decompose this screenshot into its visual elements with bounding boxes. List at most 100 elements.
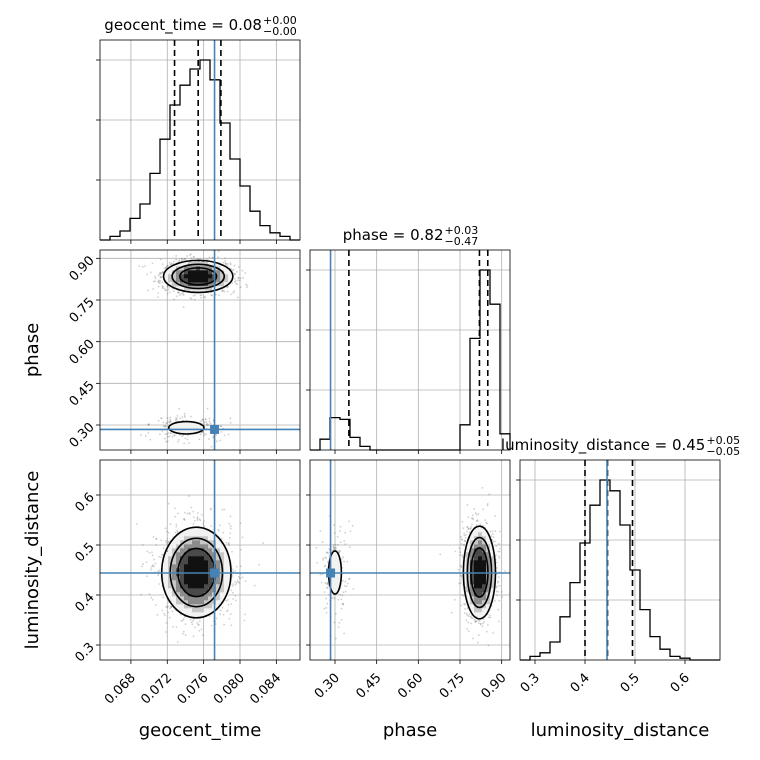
density-cell bbox=[196, 592, 201, 597]
sample-point bbox=[340, 607, 343, 610]
sample-point bbox=[173, 260, 175, 263]
sample-point bbox=[460, 574, 462, 577]
sample-point bbox=[322, 559, 325, 561]
density-cell bbox=[192, 596, 197, 601]
sample-point bbox=[198, 629, 201, 632]
sample-point bbox=[203, 525, 206, 528]
sample-point bbox=[224, 259, 227, 262]
density-cell bbox=[168, 580, 173, 585]
sample-point bbox=[151, 598, 154, 601]
axes-frame bbox=[309, 249, 511, 451]
sample-point bbox=[190, 297, 193, 300]
density-cell bbox=[334, 568, 339, 573]
density-cell bbox=[216, 556, 221, 561]
sample-point bbox=[473, 508, 476, 510]
sample-point bbox=[236, 579, 239, 582]
sample-point bbox=[167, 611, 170, 614]
sample-point bbox=[192, 516, 195, 519]
sample-point bbox=[220, 537, 223, 540]
x-tick-label: 0.6 bbox=[668, 671, 693, 696]
sample-point bbox=[167, 432, 170, 434]
sample-point bbox=[193, 255, 195, 258]
sample-point bbox=[321, 557, 324, 560]
density-cell bbox=[228, 572, 233, 577]
density-cell bbox=[180, 568, 185, 573]
density-cell bbox=[482, 548, 487, 553]
sample-point bbox=[201, 513, 203, 516]
sample-point bbox=[461, 538, 463, 541]
density-cell bbox=[482, 560, 487, 565]
density-cell bbox=[164, 552, 169, 557]
density-cell bbox=[470, 572, 475, 577]
density-cell bbox=[176, 422, 181, 427]
sample-point bbox=[176, 529, 179, 532]
density-cell bbox=[200, 564, 205, 569]
density-cell bbox=[192, 552, 197, 557]
density-cell bbox=[164, 576, 169, 581]
density-cell bbox=[184, 592, 189, 597]
density-cell bbox=[176, 430, 181, 435]
density-cell bbox=[478, 564, 483, 569]
sample-point bbox=[147, 423, 150, 426]
density-cell bbox=[482, 536, 487, 541]
sample-point bbox=[335, 546, 337, 549]
sample-point bbox=[325, 607, 328, 609]
density-cell bbox=[224, 572, 229, 577]
density-cell bbox=[334, 576, 339, 581]
sample-point bbox=[203, 295, 206, 298]
density-cell bbox=[208, 604, 213, 609]
sample-point bbox=[150, 271, 152, 274]
sample-point bbox=[175, 295, 178, 298]
sample-point bbox=[237, 575, 240, 578]
density-cell bbox=[184, 556, 189, 561]
sample-point bbox=[492, 536, 495, 539]
sample-point bbox=[192, 522, 195, 525]
sample-point bbox=[234, 583, 237, 586]
density-cell bbox=[208, 282, 213, 287]
sample-point bbox=[178, 407, 180, 410]
density-cell bbox=[188, 528, 193, 533]
density-cell bbox=[188, 584, 193, 589]
sample-point bbox=[199, 519, 202, 522]
sample-point bbox=[327, 584, 330, 587]
density-cell bbox=[478, 532, 483, 537]
sample-point bbox=[206, 422, 209, 425]
sample-point bbox=[205, 433, 208, 436]
sample-point bbox=[236, 296, 239, 299]
density-cell bbox=[196, 572, 201, 577]
sample-point bbox=[239, 277, 242, 280]
sample-point bbox=[227, 433, 230, 436]
density-cell bbox=[216, 576, 221, 581]
sample-point bbox=[226, 599, 229, 601]
sample-point bbox=[151, 565, 154, 567]
density-cell bbox=[224, 564, 229, 569]
density-cell bbox=[216, 592, 221, 597]
density-cell bbox=[204, 576, 209, 581]
sample-point bbox=[157, 296, 160, 299]
density-cell bbox=[478, 592, 483, 597]
sample-point bbox=[339, 593, 342, 596]
density-cell bbox=[164, 564, 169, 569]
density-cell bbox=[228, 270, 233, 275]
sample-point bbox=[229, 613, 232, 616]
sample-point bbox=[196, 516, 199, 519]
sample-point bbox=[323, 591, 326, 593]
density-cell bbox=[204, 596, 209, 601]
density-cell bbox=[486, 560, 491, 565]
sample-point bbox=[141, 265, 144, 268]
sample-point bbox=[224, 257, 226, 259]
sample-point bbox=[155, 537, 158, 540]
sample-point bbox=[474, 620, 477, 623]
density-cell bbox=[220, 548, 225, 553]
sample-point bbox=[457, 568, 460, 571]
density-cell bbox=[338, 576, 343, 581]
sample-point bbox=[165, 541, 168, 544]
sample-point bbox=[332, 546, 335, 549]
sample-point bbox=[460, 543, 463, 545]
axes-frame bbox=[309, 459, 511, 661]
sample-point bbox=[166, 433, 168, 436]
sample-point bbox=[486, 624, 489, 626]
sample-point bbox=[344, 531, 347, 534]
sample-point bbox=[471, 523, 473, 526]
density-cell bbox=[176, 540, 181, 545]
